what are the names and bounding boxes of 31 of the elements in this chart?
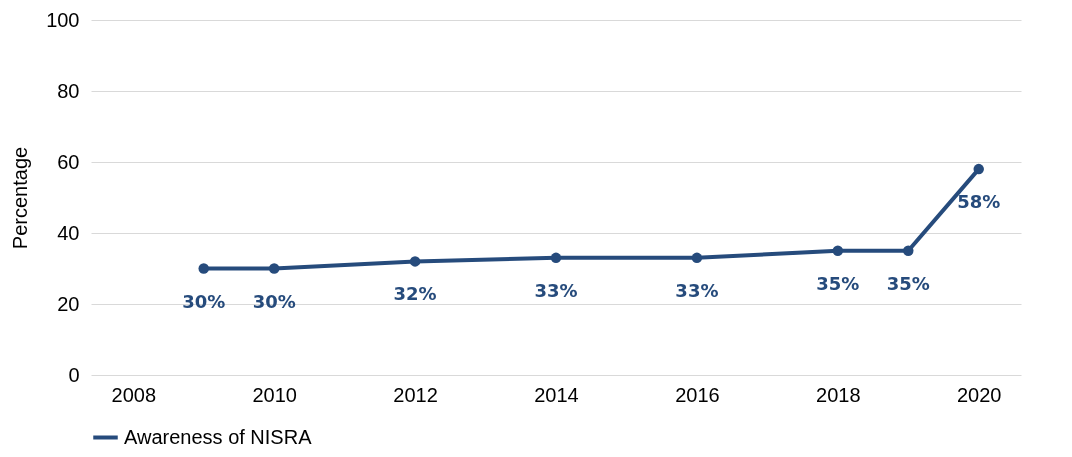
point <box>550 252 562 264</box>
data-label: 33% <box>675 279 719 301</box>
y-axis-title: Percentage <box>9 146 32 250</box>
x-tick-label: 2014 <box>534 383 579 406</box>
x-tick-label: 2020 <box>956 383 1002 406</box>
data-label: 30% <box>252 290 296 312</box>
y-tick-label: 20 <box>57 292 80 315</box>
data-label: 35% <box>816 272 860 294</box>
point <box>691 252 703 264</box>
x-tick-label: 2012 <box>393 383 438 406</box>
y-tick-label: 100 <box>46 8 80 31</box>
x-tick-label: 2018 <box>816 383 861 406</box>
y-tick-label: 40 <box>57 221 80 244</box>
point <box>973 163 984 175</box>
data-label: 33% <box>534 279 578 301</box>
point <box>198 263 209 274</box>
x-tick-label: 2016 <box>675 383 720 406</box>
y-tick-label: 0 <box>68 363 80 386</box>
point <box>903 245 914 256</box>
data-label: 35% <box>886 272 930 294</box>
x-tick-label: 2010 <box>252 383 297 406</box>
data-label: 58% <box>957 191 1001 213</box>
y-tick-label: 60 <box>57 150 80 173</box>
data-label: 32% <box>393 283 437 305</box>
point <box>832 245 844 256</box>
y-tick-label: 80 <box>57 79 80 102</box>
legend-label: Awareness of NISRA <box>124 425 313 448</box>
x-tick-label: 2008 <box>111 383 157 406</box>
data-label: 30% <box>182 290 226 312</box>
point <box>409 256 421 267</box>
point <box>268 263 280 274</box>
